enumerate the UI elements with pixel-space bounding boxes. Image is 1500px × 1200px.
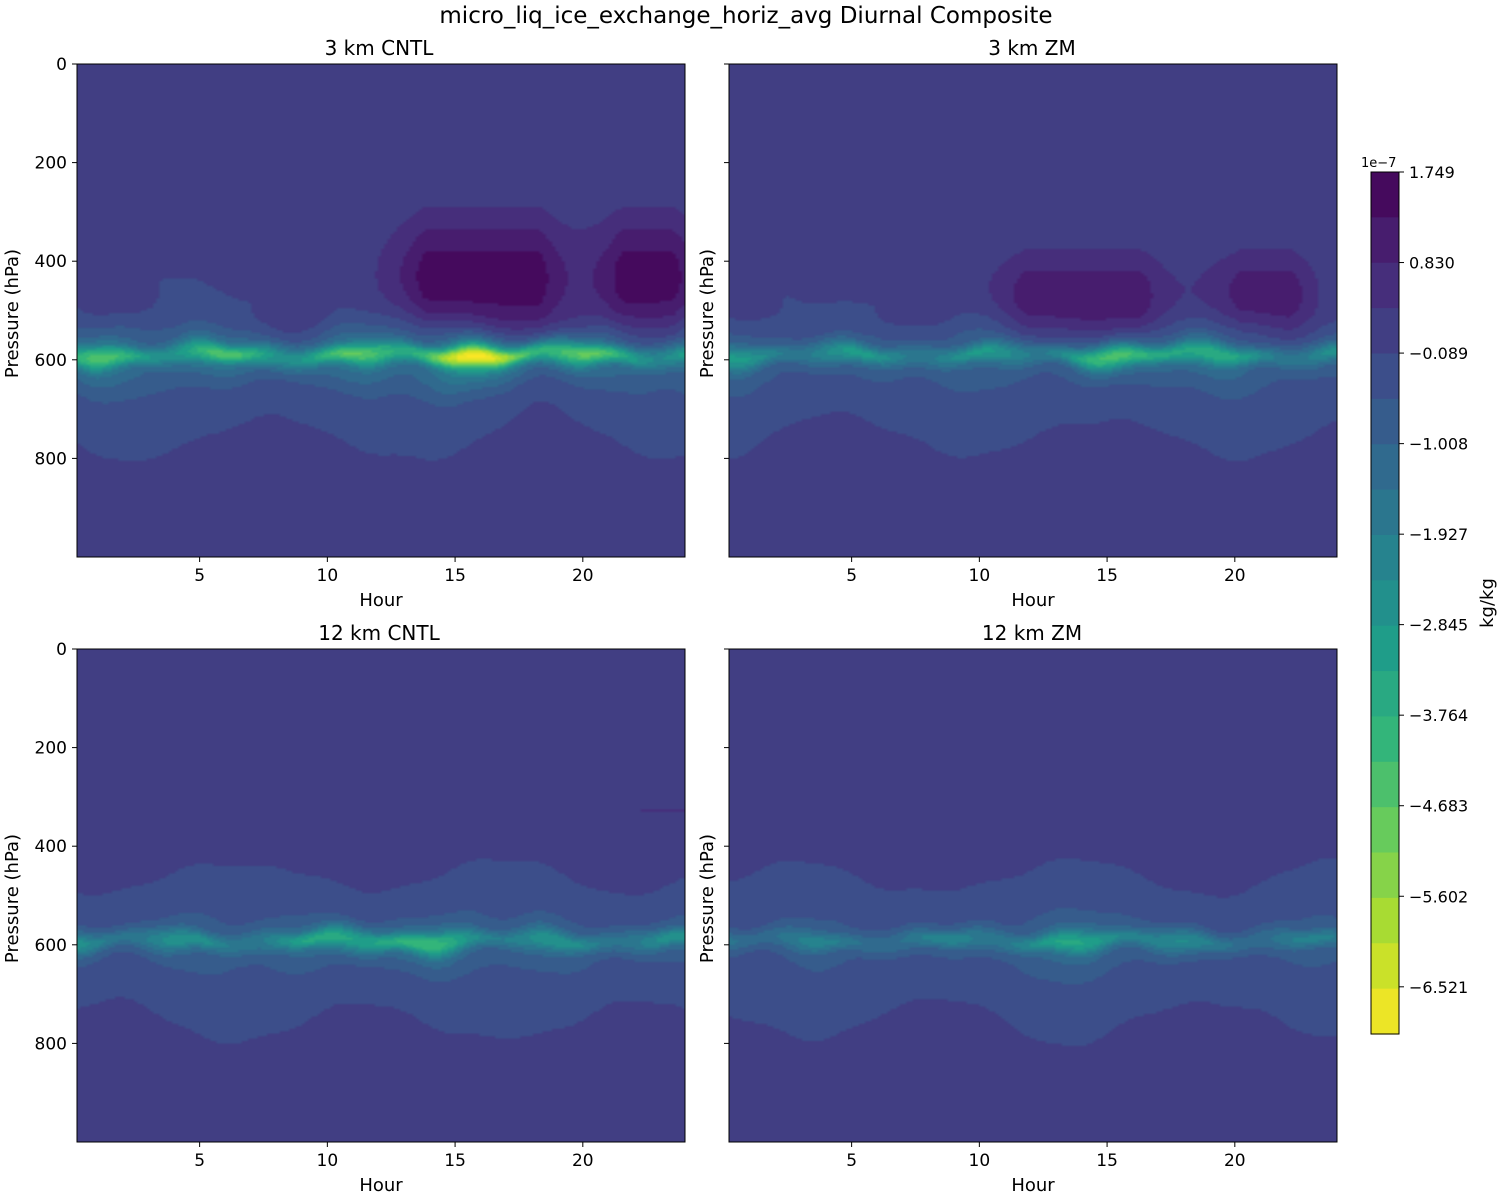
x-tick-label: 20 [572,1151,594,1171]
y-tick-label: 400 [35,252,67,272]
x-tick-label: 15 [444,566,466,586]
panel-3: 12 km CNTL 5 10 15 20 Hour 0 200 400 600 800 Pressu… [2,621,686,1196]
colorbar-segment [1371,761,1399,808]
panel-title: 12 km CNTL [318,621,440,645]
contour-field [729,649,1337,1142]
y-tick-label: 0 [56,640,67,660]
colorbar-segment [1371,943,1399,990]
x-tick-label: 15 [1096,1151,1118,1171]
colorbar-segment [1371,807,1399,854]
contour-field [77,64,685,557]
colorbar-segment [1371,852,1399,899]
x-axis-label: Hour [359,590,403,611]
colorbar-segment [1371,353,1399,400]
panel-title: 12 km ZM [982,621,1082,645]
x-tick-label: 20 [1224,566,1246,586]
panel-title: 3 km CNTL [325,36,435,60]
contour-field [77,649,685,1142]
colorbar-segment [1371,398,1399,445]
panel-2: 3 km ZM 5 10 15 20 Hour Pressure (hPa) [697,36,1338,611]
y-axis-label: Pressure (hPa) [2,249,23,378]
colorbar-tick-label: −1.008 [1409,435,1468,454]
colorbar-segment [1371,217,1399,264]
colorbar-label: kg/kg [1477,578,1498,628]
panel-title: 3 km ZM [988,36,1075,60]
x-tick-label: 10 [969,566,991,586]
x-tick-label: 5 [194,1151,205,1171]
y-tick-label: 600 [35,351,67,371]
x-tick-label: 5 [846,1151,857,1171]
figure-title: micro_liq_ice_exchange_horiz_avg Diurnal… [439,3,1052,29]
contour-field [729,64,1337,557]
colorbar-segment [1371,988,1399,1035]
colorbar-segment [1371,897,1399,944]
colorbar-segment [1371,625,1399,672]
colorbar-tick-label: −6.521 [1409,978,1468,997]
colorbar-segment [1371,172,1399,218]
x-tick-label: 15 [444,1151,466,1171]
colorbar-tick-label: −5.602 [1409,887,1468,906]
y-tick-label: 200 [35,739,67,759]
colorbar: 1.749 0.830 −0.089 −1.008 −1.927 −2.845 −3.764… [1361,156,1498,1035]
y-tick-label: 0 [56,55,67,75]
colorbar-segment [1371,489,1399,536]
x-axis-label: Hour [1011,590,1055,611]
colorbar-segment [1371,534,1399,581]
colorbar-tick-label: −3.764 [1409,706,1468,725]
x-tick-label: 10 [317,1151,339,1171]
colorbar-segment [1371,716,1399,763]
axes-frame [76,648,686,1143]
y-tick-label: 600 [35,936,67,956]
axes-frame [728,648,1338,1143]
colorbar-tick-label: −2.845 [1409,616,1468,635]
x-axis-label: Hour [1011,1175,1055,1196]
x-tick-label: 10 [317,566,339,586]
colorbar-tick-label: −1.927 [1409,525,1468,544]
x-tick-label: 20 [572,566,594,586]
axes-frame [76,63,686,558]
colorbar-tick-label: −0.089 [1409,344,1468,363]
axes-frame [728,63,1338,558]
y-axis-label: Pressure (hPa) [697,249,718,378]
y-axis-label: Pressure (hPa) [2,834,23,963]
x-tick-label: 20 [1224,1151,1246,1171]
y-tick-label: 200 [35,154,67,174]
x-tick-label: 5 [846,566,857,586]
y-axis-label: Pressure (hPa) [697,834,718,963]
panel-1: 3 km CNTL 5 10 15 20 Hour 0 200 400 600 800 Pressur… [2,36,686,611]
colorbar-frame [1370,171,1400,1035]
colorbar-segment [1371,580,1399,627]
x-tick-label: 5 [194,566,205,586]
colorbar-segment [1371,671,1399,718]
colorbar-tick-label: −4.683 [1409,797,1468,816]
colorbar-segment [1371,262,1399,309]
x-tick-label: 10 [969,1151,991,1171]
y-tick-label: 800 [35,1034,67,1054]
colorbar-tick-label: 0.830 [1409,254,1455,273]
x-axis-label: Hour [359,1175,403,1196]
colorbar-segment [1371,444,1399,491]
y-tick-label: 400 [35,837,67,857]
y-tick-label: 800 [35,449,67,469]
panel-4: 12 km ZM 5 10 15 20 Hour Pressure (hPa) [697,621,1338,1196]
colorbar-exponent: 1e−7 [1361,156,1396,171]
colorbar-tick-label: 1.749 [1409,163,1455,182]
colorbar-segment [1371,308,1399,355]
x-tick-label: 15 [1096,566,1118,586]
